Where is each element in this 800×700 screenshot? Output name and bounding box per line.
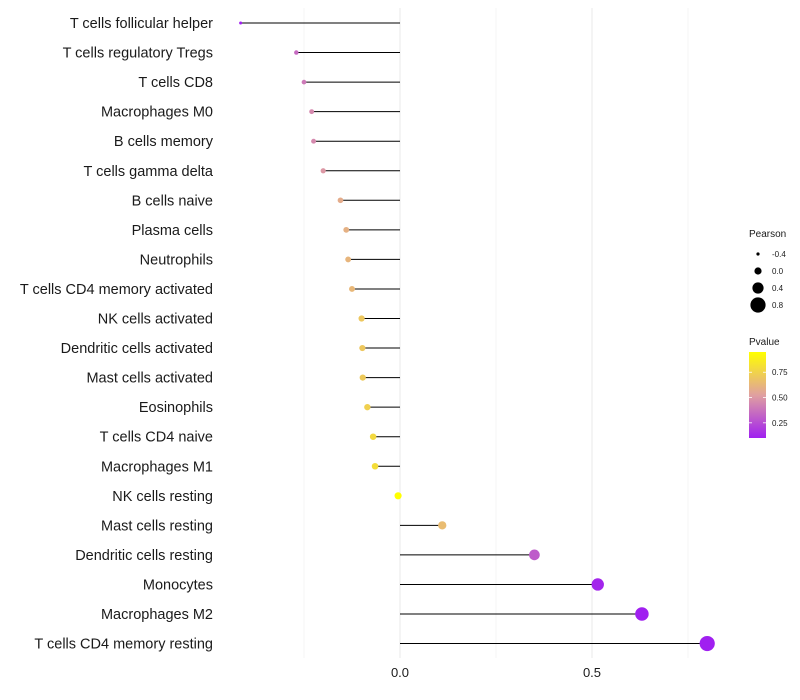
color-legend-title: Pvalue [749, 337, 780, 348]
lollipop-point [371, 462, 379, 470]
lollipop-point [349, 285, 355, 292]
size-legend-label: 0.8 [772, 301, 784, 310]
lollipop-point [591, 578, 604, 591]
lollipop-point [294, 50, 299, 55]
size-legend-key [756, 252, 760, 256]
category-label: Macrophages M2 [101, 607, 213, 623]
category-label: Dendritic cells activated [61, 341, 213, 357]
category-label: T cells follicular helper [70, 16, 213, 32]
lollipop-point [364, 403, 371, 411]
category-label: Plasma cells [132, 223, 213, 239]
size-legend-key [754, 267, 762, 275]
stem-layer [240, 22, 708, 645]
category-label: T cells gamma delta [84, 164, 214, 180]
x-axis-ticks: 0.0 0.5 [391, 665, 601, 680]
category-label: T cells CD4 memory activated [20, 282, 213, 298]
category-label: Mast cells activated [86, 371, 213, 387]
lollipop-point [343, 226, 350, 233]
category-label: Mast cells resting [101, 518, 213, 534]
color-legend-bar [749, 352, 766, 438]
size-legend-label: 0.4 [772, 284, 784, 293]
category-label: T cells CD4 memory resting [34, 637, 213, 653]
x-tick-label: 0.5 [583, 665, 601, 680]
category-label: NK cells activated [98, 312, 213, 328]
category-label: Eosinophils [139, 400, 213, 416]
lollipop-point [311, 138, 317, 144]
lollipop-point [239, 21, 243, 25]
color-legend-label: 0.25 [772, 419, 788, 428]
lollipop-point [359, 344, 366, 352]
point-layer [239, 21, 715, 652]
lollipop-point [699, 635, 715, 652]
category-label: B cells memory [114, 134, 214, 150]
size-legend-key [750, 297, 766, 313]
lollipop-point [529, 549, 540, 561]
lollipop-point [309, 109, 315, 115]
color-legend-label: 0.50 [772, 394, 788, 403]
category-label: T cells regulatory Tregs [63, 46, 213, 62]
color-legend: Pvalue 0.75 0.50 0.25 [749, 337, 788, 438]
color-legend-label: 0.75 [772, 368, 788, 377]
category-label: Macrophages M1 [101, 459, 213, 475]
category-label: Macrophages M0 [101, 105, 213, 121]
size-legend-label: -0.4 [772, 250, 786, 259]
size-legend-label: 0.0 [772, 267, 784, 276]
category-label: Neutrophils [140, 252, 213, 268]
lollipop-point [301, 79, 307, 85]
category-label: T cells CD8 [138, 75, 213, 91]
category-label: Dendritic cells resting [75, 548, 213, 564]
size-legend-key [752, 282, 764, 294]
size-legend: Pearson -0.4 0.0 0.4 0.8 [749, 229, 786, 313]
size-legend-title: Pearson [749, 229, 786, 240]
lollipop-point [320, 168, 326, 174]
category-label: NK cells resting [112, 489, 213, 505]
lollipop-point [358, 315, 365, 322]
category-label: B cells naive [132, 193, 213, 209]
x-tick-label: 0.0 [391, 665, 409, 680]
category-label: Monocytes [143, 577, 213, 593]
lollipop-point [635, 607, 649, 621]
grid-layer [303, 8, 689, 658]
lollipop-point [394, 492, 402, 500]
lollipop-point [337, 197, 344, 204]
lollipop-point [438, 521, 447, 530]
lollipop-point [359, 374, 366, 381]
lollipop-point [369, 433, 377, 440]
category-label: T cells CD4 naive [100, 430, 213, 446]
category-labels: T cells follicular helper T cells regulat… [20, 16, 214, 653]
lollipop-point [345, 256, 352, 263]
